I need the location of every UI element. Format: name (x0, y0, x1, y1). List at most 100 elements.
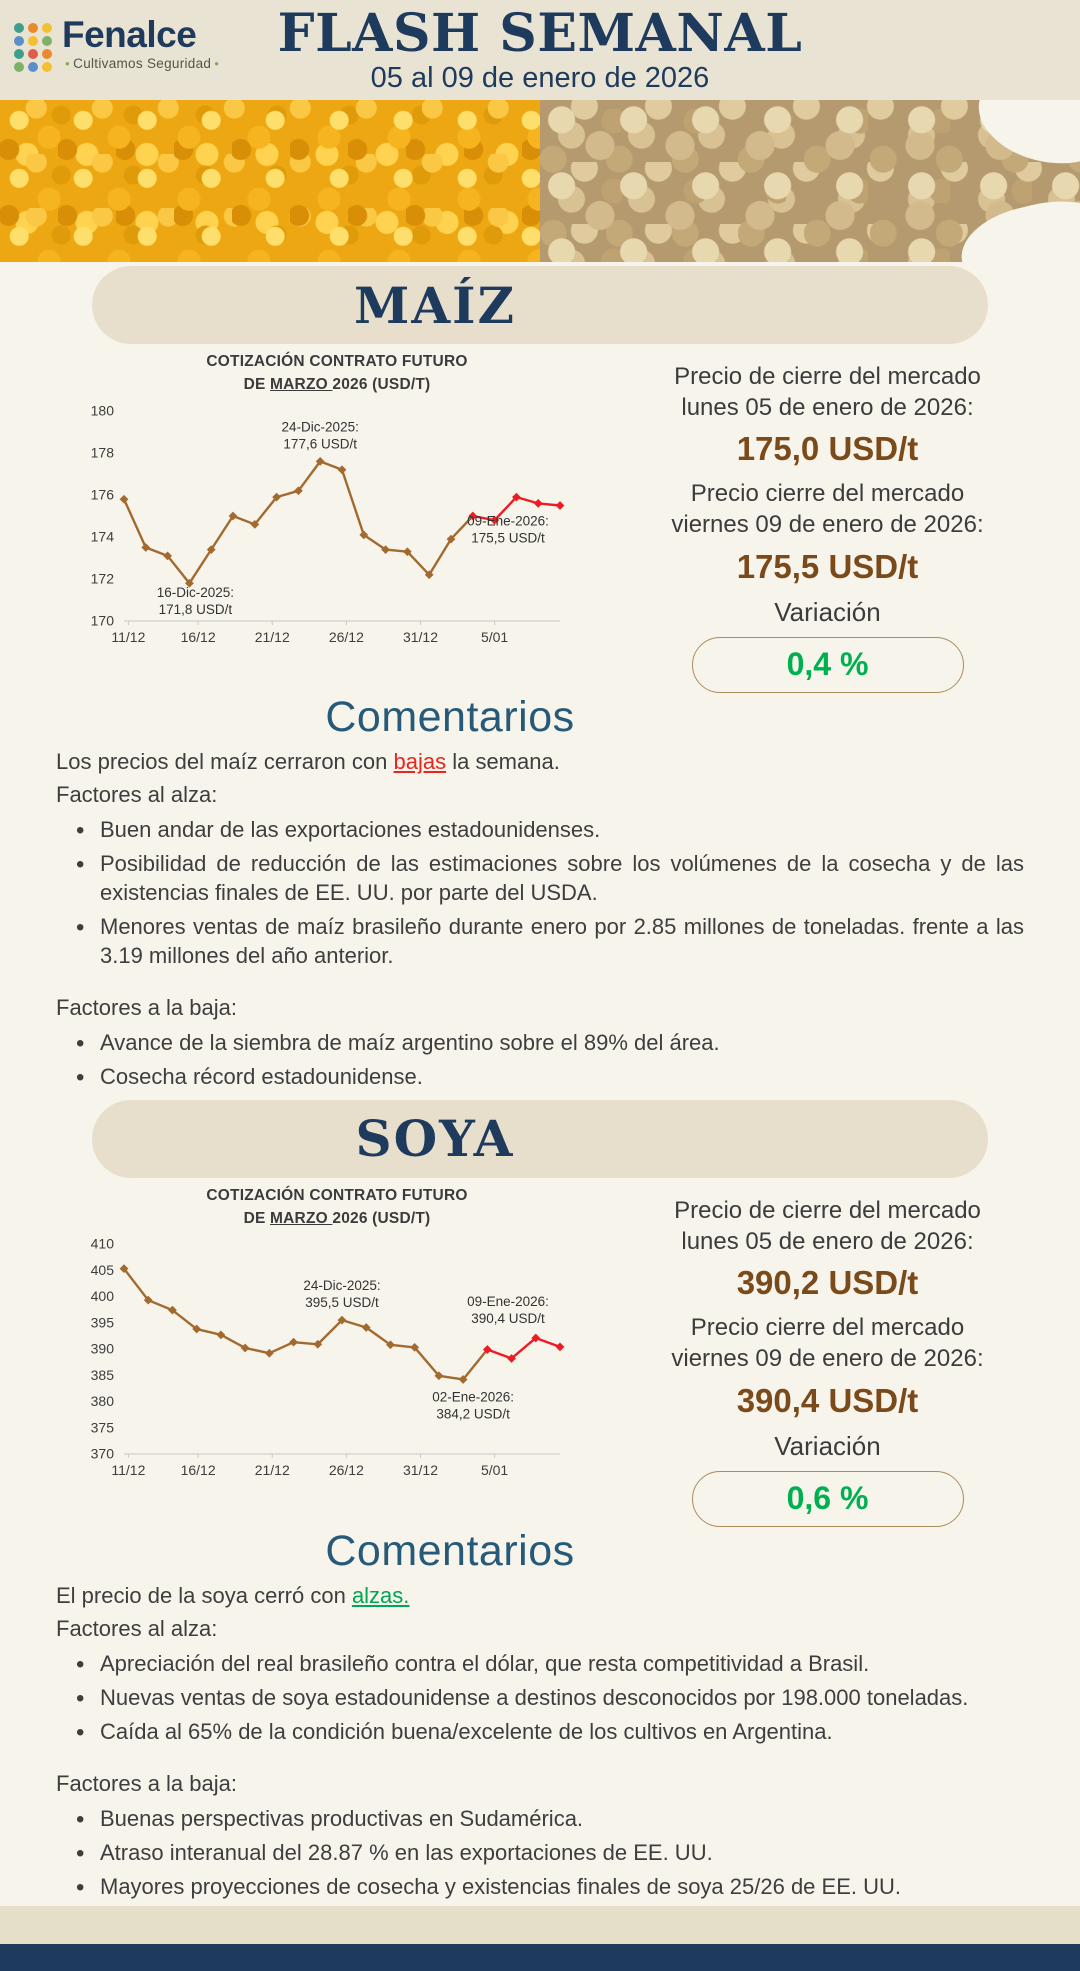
logo-dot-icon (28, 36, 38, 46)
bullet-item: Nuevas ventas de soya estadounidense a d… (56, 1683, 1024, 1715)
svg-text:380: 380 (91, 1393, 115, 1409)
svg-text:405: 405 (91, 1262, 115, 1278)
soya-variation-value: 0,6 % (786, 1480, 869, 1517)
bullet-item: Mayores proyecciones de cosecha y existe… (56, 1872, 1024, 1904)
soya-variation-label: Variación (774, 1430, 881, 1461)
logo-dots-icon (14, 23, 53, 72)
svg-text:09-Ene-2026:: 09-Ene-2026: (467, 513, 549, 528)
maiz-monday-price-value: 175,0 USD/t (736, 430, 919, 468)
svg-text:24-Dic-2025:: 24-Dic-2025: (282, 419, 359, 434)
logo-dot-icon (28, 23, 38, 33)
svg-text:5/01: 5/01 (481, 629, 508, 645)
maiz-down-factors-list: Avance de la siembra de maíz argentino s… (56, 1028, 1024, 1094)
tagline-dot-icon: ● (214, 58, 220, 68)
svg-text:170: 170 (91, 612, 115, 628)
soya-price-chart: 370 375 380 385 390 395 400 405 410 11/12 16/12 21/… (91, 1236, 565, 1478)
maiz-chart-title-month: MARZO (270, 376, 333, 394)
logo-dot-icon (42, 49, 52, 59)
soybean-photo (540, 100, 1080, 262)
svg-text:375: 375 (91, 1420, 115, 1436)
maiz-banner: MAÍZ (92, 266, 988, 344)
maiz-comments-title: Comentarios (325, 692, 575, 741)
soya-monday-price-value: 390,2 USD/t (736, 1264, 919, 1302)
maiz-banner-title: MAÍZ (353, 275, 517, 335)
logo-dot-icon (42, 23, 52, 33)
footer-beige-strip (0, 1905, 1080, 1944)
maiz-section: COTIZACIÓN CONTRATO FUTURO DE MARZO 2026… (0, 344, 1080, 693)
soya-banner: SOYA (92, 1099, 988, 1178)
soya-chart-title-month: MARZO (270, 1210, 333, 1228)
bullet-item: Buen andar de las exportaciones estadoun… (56, 815, 1024, 847)
maiz-comments: Comentarios Los precios del maíz cerraro… (0, 693, 1080, 1096)
svg-text:172: 172 (91, 570, 115, 586)
maiz-monday-price-label: Precio de cierre del mercado lunes 05 de… (674, 363, 981, 421)
svg-text:171,8 USD/t: 171,8 USD/t (159, 602, 233, 617)
page-subtitle: 05 al 09 de enero de 2026 (370, 61, 710, 94)
svg-text:31/12: 31/12 (403, 629, 438, 645)
bullet-item: Buenas perspectivas productivas en Sudam… (56, 1804, 1024, 1836)
svg-text:174: 174 (91, 528, 115, 544)
soya-intro-highlight: alzas. (351, 1582, 410, 1608)
brand-name: Fenalce (62, 14, 197, 55)
bullet-item: Posibilidad de reducción de las estimaci… (56, 849, 1024, 907)
maiz-variation-pill: 0,4 % (691, 636, 964, 693)
svg-text:390,4 USD/t: 390,4 USD/t (471, 1311, 545, 1326)
svg-text:176: 176 (91, 486, 115, 502)
maiz-down-factors-label: Factores a la baja: (56, 995, 237, 1021)
soya-up-factors-label: Factores al alza: (56, 1616, 218, 1642)
soya-comments-intro: El precio de la soya cerró con alzas. (56, 1582, 1024, 1611)
svg-text:178: 178 (91, 444, 115, 460)
maiz-chart-title-line1: COTIZACIÓN CONTRATO FUTURO (206, 353, 468, 370)
svg-text:385: 385 (91, 1367, 115, 1383)
svg-text:11/12: 11/12 (111, 1462, 145, 1478)
svg-text:5/01: 5/01 (481, 1462, 508, 1478)
maiz-friday-price-value: 175,5 USD/t (736, 547, 919, 585)
svg-text:390: 390 (91, 1341, 115, 1357)
maiz-comments-intro: Los precios del maíz cerraron con bajas … (56, 748, 1024, 777)
bullet-item: Cosecha récord estadounidense. (56, 1062, 1024, 1094)
bullet-item: Atraso interanual del 28.87 % en las exp… (56, 1838, 1024, 1870)
logo-dot-icon (14, 36, 24, 46)
svg-text:26/12: 26/12 (329, 629, 364, 645)
maiz-price-chart: 170 172 174 176 178 180 11/12 16/12 21/12 26/12 31… (91, 402, 565, 645)
soya-chart-title-rest: 2026 (USD/T) (332, 1210, 431, 1228)
soya-friday-price-value: 390,4 USD/t (736, 1381, 919, 1419)
svg-text:395,5 USD/t: 395,5 USD/t (305, 1296, 379, 1311)
soya-friday-price-label: Precio cierre del mercado viernes 09 de … (671, 1314, 984, 1373)
maiz-intro-highlight: bajas (393, 748, 447, 774)
logo-dot-icon (28, 62, 38, 72)
svg-text:21/12: 21/12 (255, 629, 290, 645)
soya-down-factors-label: Factores a la baja: (56, 1771, 237, 1797)
logo-dot-icon (42, 36, 52, 46)
soya-chart-title-line1: COTIZACIÓN CONTRATO FUTURO (206, 1186, 468, 1204)
svg-text:21/12: 21/12 (255, 1462, 290, 1478)
logo-dot-icon (42, 62, 52, 72)
soya-intro-prefix: El precio de la soya cerró con (56, 1582, 352, 1608)
bullet-item: Avance de la siembra de maíz argentino s… (56, 1028, 1024, 1060)
corn-photo (0, 100, 540, 262)
maiz-intro-prefix: Los precios del maíz cerraron con (56, 748, 394, 774)
soya-chart-title-de: DE (243, 1210, 271, 1228)
svg-text:16/12: 16/12 (181, 1462, 216, 1478)
maiz-chart-title-rest: 2026 (USD/T) (332, 376, 431, 394)
page-title: FLASH SEMANAL (277, 3, 803, 65)
svg-text:31/12: 31/12 (403, 1462, 438, 1478)
soya-banner-title: SOYA (355, 1109, 515, 1169)
maiz-price-panel: Precio de cierre del mercado lunes 05 de… (601, 350, 1054, 693)
soya-chart-block: COTIZACIÓN CONTRATO FUTURO DE MARZO 2026… (26, 1184, 601, 1527)
svg-text:395: 395 (91, 1315, 115, 1331)
soya-down-factors-list: Buenas perspectivas productivas en Sudam… (56, 1804, 1024, 1904)
svg-text:11/12: 11/12 (111, 629, 145, 645)
svg-text:16-Dic-2025:: 16-Dic-2025: (157, 585, 234, 600)
svg-text:400: 400 (91, 1288, 115, 1304)
soya-up-factors-list: Apreciación del real brasileño contra el… (56, 1649, 1024, 1749)
soya-monday-price-label: Precio de cierre del mercado lunes 05 de… (674, 1196, 981, 1255)
bullet-item: Caída al 65% de la condición buena/excel… (56, 1717, 1024, 1749)
maiz-chart-title-de: DE (243, 376, 271, 394)
maiz-intro-suffix: la semana. (446, 748, 560, 774)
maiz-chart-title: COTIZACIÓN CONTRATO FUTURO DE MARZO 2026… (72, 350, 572, 397)
tagline-dot-icon: ● (65, 58, 71, 68)
logo-dot-icon (14, 62, 24, 72)
brand-block: Fenalce ● Cultivamos Seguridad ● (62, 14, 222, 71)
maiz-up-factors-list: Buen andar de las exportaciones estadoun… (56, 815, 1024, 970)
